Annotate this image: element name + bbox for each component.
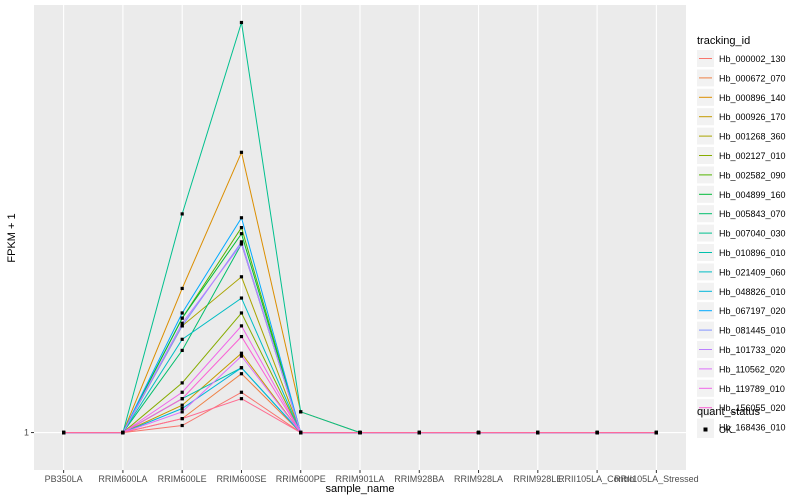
data-point [239,20,244,25]
legend-label: Hb_101733_020 [719,345,786,355]
legend-quant-status: quant_status OK [697,406,760,438]
y-axis-title: FPKM + 1 [6,213,18,262]
legend-label: Hb_000672_070 [719,73,786,83]
data-point [536,430,540,435]
legend-label: Hb_081445_010 [719,326,786,336]
legend-label: Hb_067197_020 [719,306,786,316]
data-point [180,286,184,291]
x-tick-label: RRIM901LA [335,474,384,484]
data-point [239,232,244,236]
legend-label: Hb_000002_130 [719,54,786,64]
data-point [180,212,184,216]
legend-title: tracking_id [697,35,750,47]
x-tick-label: RRIM600LA [98,474,147,484]
data-point [476,430,481,435]
data-point [180,381,184,385]
x-tick-label: RRIM600PE [276,474,326,484]
data-point [180,403,184,407]
data-point [595,430,599,435]
data-point [180,324,184,328]
legend-ok-label: OK [719,425,732,435]
data-point [239,372,244,376]
data-point [62,430,66,435]
data-point [358,430,362,435]
legend-quant-status-title: quant_status [697,406,760,418]
x-tick-label: RRII105LA_Control [558,474,636,484]
legend-label: Hb_004899_160 [719,190,786,200]
data-point [239,216,244,220]
x-tick-label: RRII105LA_Stressed [614,474,699,484]
x-tick-label: RRIM928LA [454,474,503,484]
legend-label: Hb_000926_170 [719,112,786,122]
y-axis: 1 [24,428,34,438]
legend-label: Hb_005843_070 [719,209,786,219]
legend-label: Hb_002127_010 [719,151,786,161]
data-point [239,150,244,154]
x-tick-label: RRIM928BA [394,474,444,484]
data-point [239,275,244,279]
x-tick-label: PB350LA [45,474,83,484]
data-point [180,390,184,394]
legend-label: Hb_119789_010 [719,384,785,394]
data-point [180,348,184,353]
data-point [239,226,244,230]
legend-label: Hb_010896_010 [719,248,786,258]
data-point [299,410,303,414]
data-point [239,366,244,370]
data-point [180,406,184,411]
data-point [239,334,244,339]
legend-label: Hb_002582_090 [719,170,786,180]
legend-label: Hb_001268_360 [719,132,786,142]
legend-label: Hb_048826_010 [719,287,786,297]
data-points [62,20,658,435]
data-point [180,410,184,414]
data-point [180,311,184,315]
legend-label: Hb_021409_060 [719,267,786,277]
x-axis: PB350LA RRIM600LA RRIM600LE RRIM600SE RRIM60… [45,470,699,484]
data-point [299,430,303,435]
data-point [239,296,244,300]
data-point [180,397,184,401]
data-point [654,430,658,435]
y-tick-label: 1 [24,428,29,438]
legend-label: Hb_168436_010 [719,423,786,433]
data-point [239,324,244,328]
data-point [239,390,244,394]
legend-label: Hb_000896_140 [719,93,786,103]
data-point [180,316,184,320]
data-point [121,430,125,435]
data-point [239,240,244,244]
legend-label: Hb_007040_030 [719,229,786,239]
data-point [239,351,244,355]
legend-ok-marker [703,427,708,432]
data-point [417,430,421,435]
data-point [239,242,244,246]
data-point [180,417,184,421]
data-point [180,423,184,428]
data-point [239,311,244,315]
x-tick-label: RRIM928LE [513,474,562,484]
x-axis-title: sample_name [325,483,394,495]
legend-label: Hb_156055_020 [719,403,786,413]
legend-label: Hb_110562_020 [719,364,785,374]
data-point [180,321,184,325]
grid-lines [34,5,686,470]
legend-tracking-id: tracking_id Hb_000002_130 Hb_000672_070 Hb… [697,35,786,436]
x-tick-label: RRIM600SE [216,474,266,484]
data-point [239,354,244,358]
x-tick-label: RRIM600LE [158,474,207,484]
data-point [180,337,184,341]
data-point [239,397,244,401]
